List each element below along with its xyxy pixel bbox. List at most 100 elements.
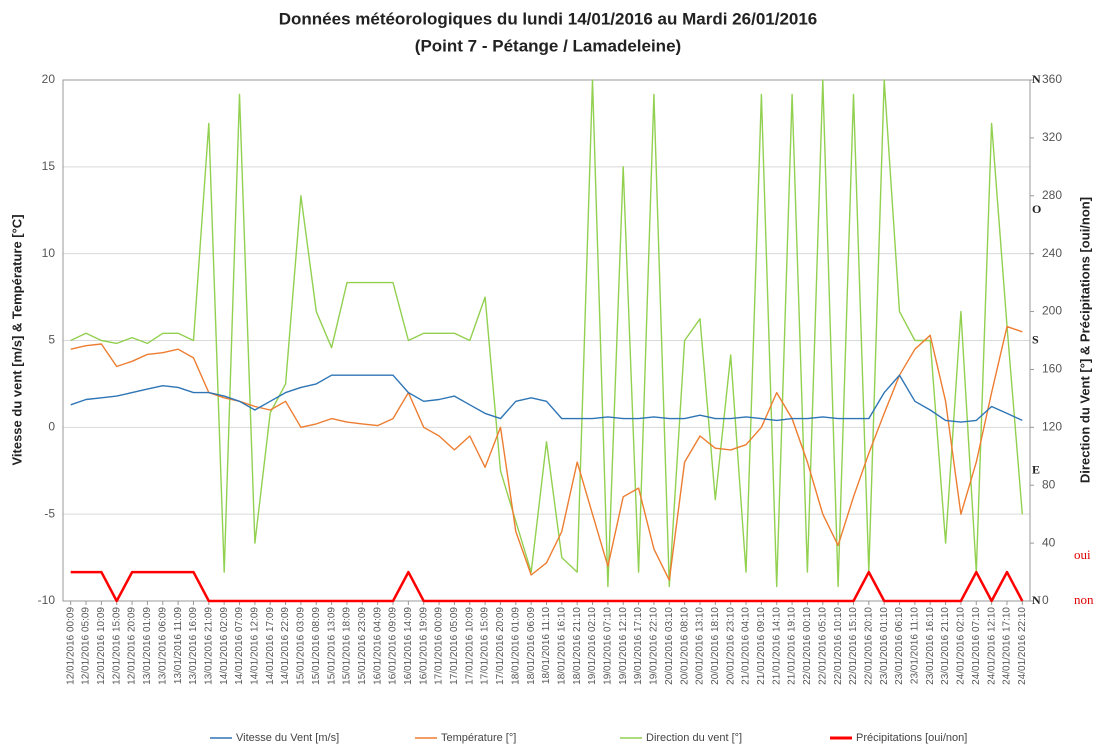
x-tick-label: 13/01/2016 11:09 <box>173 607 184 685</box>
legend-label: Température [°] <box>441 732 516 744</box>
compass-label: N <box>1032 72 1041 86</box>
x-tick-label: 17/01/2016 20:09 <box>495 607 506 685</box>
x-tick-label: 16/01/2016 04:09 <box>372 607 383 685</box>
x-tick-label: 20/01/2016 13:10 <box>695 607 706 685</box>
x-tick-label: 18/01/2016 21:10 <box>572 607 583 685</box>
legend-label: Direction du vent [°] <box>646 732 742 744</box>
y2-tick-label: 0 <box>1042 593 1049 607</box>
legend-label: Vitesse du Vent [m/s] <box>236 732 339 744</box>
x-tick-label: 13/01/2016 01:09 <box>142 607 153 685</box>
x-tick-label: 15/01/2016 03:09 <box>296 607 307 685</box>
x-tick-label: 18/01/2016 16:10 <box>556 607 567 685</box>
x-tick-label: 22/01/2016 10:10 <box>833 607 844 685</box>
x-tick-label: 14/01/2016 17:09 <box>265 607 276 685</box>
x-tick-label: 17/01/2016 15:09 <box>480 607 491 685</box>
y-tick-label: 5 <box>48 333 55 347</box>
x-tick-label: 23/01/2016 06:10 <box>894 607 905 685</box>
x-tick-label: 23/01/2016 21:10 <box>940 607 951 685</box>
compass-label: N <box>1032 593 1041 607</box>
series-line <box>70 325 1023 581</box>
y2-tick-label: 80 <box>1042 477 1056 491</box>
x-tick-label: 24/01/2016 02:10 <box>956 607 967 685</box>
y2-tick-label: 160 <box>1042 362 1062 376</box>
x-tick-label: 20/01/2016 08:10 <box>679 607 690 685</box>
x-tick-label: 16/01/2016 19:09 <box>418 607 429 685</box>
x-tick-label: 14/01/2016 22:09 <box>280 607 291 685</box>
x-tick-label: 23/01/2016 11:10 <box>910 607 921 685</box>
x-tick-label: 13/01/2016 16:09 <box>188 607 199 685</box>
y2-tick-label: 320 <box>1042 130 1062 144</box>
x-tick-label: 24/01/2016 17:10 <box>1002 607 1013 685</box>
y2-tick-label: 280 <box>1042 188 1062 202</box>
x-tick-label: 22/01/2016 00:10 <box>802 607 813 685</box>
x-tick-label: 24/01/2016 07:10 <box>971 607 982 685</box>
y2-axis-title: Direction du Vent [°] & Précipitations [… <box>1077 197 1092 483</box>
x-tick-label: 17/01/2016 05:09 <box>449 607 460 685</box>
y2-tick-label: 120 <box>1042 420 1062 434</box>
x-tick-label: 23/01/2016 16:10 <box>925 607 936 685</box>
y-tick-label: -10 <box>38 593 56 607</box>
x-tick-label: 19/01/2016 17:10 <box>633 607 644 685</box>
y-tick-label: -5 <box>44 506 55 520</box>
x-tick-label: 12/01/2016 15:09 <box>111 607 122 685</box>
x-tick-label: 15/01/2016 23:09 <box>357 607 368 685</box>
x-tick-label: 21/01/2016 14:10 <box>771 607 782 685</box>
x-tick-label: 24/01/2016 12:10 <box>986 607 997 685</box>
y3-tick-label: oui <box>1074 547 1091 562</box>
y-tick-label: 0 <box>48 420 55 434</box>
chart-title: Données météorologiques du lundi 14/01/2… <box>279 9 818 28</box>
x-tick-label: 22/01/2016 20:10 <box>863 607 874 685</box>
series-line <box>70 79 1023 588</box>
x-tick-label: 21/01/2016 04:10 <box>741 607 752 685</box>
x-tick-label: 14/01/2016 12:09 <box>250 607 261 685</box>
x-tick-label: 22/01/2016 15:10 <box>848 607 859 685</box>
x-tick-label: 12/01/2016 20:09 <box>127 607 138 685</box>
x-tick-label: 15/01/2016 13:09 <box>326 607 337 685</box>
chart-subtitle: (Point 7 - Pétange / Lamadeleine) <box>415 36 681 55</box>
y-axis-title: Vitesse du vent [m/s] & Température [°C] <box>9 214 24 465</box>
y2-tick-label: 240 <box>1042 246 1062 260</box>
x-tick-label: 13/01/2016 06:09 <box>157 607 168 685</box>
x-tick-label: 12/01/2016 05:09 <box>81 607 92 685</box>
x-tick-label: 14/01/2016 07:09 <box>234 607 245 685</box>
x-tick-label: 20/01/2016 03:10 <box>664 607 675 685</box>
x-tick-label: 19/01/2016 22:10 <box>649 607 660 685</box>
legend-label: Précipitations [oui/non] <box>856 732 967 744</box>
x-tick-label: 18/01/2016 06:09 <box>526 607 537 685</box>
x-tick-label: 18/01/2016 11:10 <box>541 607 552 685</box>
x-tick-label: 17/01/2016 10:09 <box>464 607 475 685</box>
x-tick-label: 15/01/2016 18:09 <box>342 607 353 685</box>
series-line <box>70 374 1023 423</box>
x-tick-label: 13/01/2016 21:09 <box>203 607 214 685</box>
y3-tick-label: non <box>1074 592 1094 607</box>
x-tick-label: 24/01/2016 22:10 <box>1017 607 1028 685</box>
y2-tick-label: 200 <box>1042 304 1062 318</box>
y2-tick-label: 40 <box>1042 535 1056 549</box>
compass-label: E <box>1032 463 1040 477</box>
y-tick-label: 20 <box>42 72 56 86</box>
x-tick-label: 22/01/2016 05:10 <box>817 607 828 685</box>
x-tick-label: 15/01/2016 08:09 <box>311 607 322 685</box>
x-tick-label: 19/01/2016 02:10 <box>587 607 598 685</box>
x-tick-label: 20/01/2016 23:10 <box>725 607 736 685</box>
x-tick-label: 16/01/2016 09:09 <box>388 607 399 685</box>
y-tick-label: 10 <box>42 246 56 260</box>
x-tick-label: 21/01/2016 09:10 <box>756 607 767 685</box>
x-tick-label: 16/01/2016 14:09 <box>403 607 414 685</box>
x-tick-label: 23/01/2016 01:10 <box>879 607 890 685</box>
x-tick-label: 17/01/2016 00:09 <box>434 607 445 685</box>
x-tick-label: 19/01/2016 12:10 <box>618 607 629 685</box>
x-tick-label: 14/01/2016 02:09 <box>219 607 230 685</box>
compass-label: S <box>1032 332 1039 346</box>
x-tick-label: 18/01/2016 01:09 <box>510 607 521 685</box>
x-tick-label: 12/01/2016 00:09 <box>65 607 76 685</box>
compass-label: O <box>1032 202 1041 216</box>
x-tick-label: 20/01/2016 18:10 <box>710 607 721 685</box>
series-line <box>70 570 1024 603</box>
x-tick-label: 12/01/2016 10:09 <box>96 607 107 685</box>
x-tick-label: 19/01/2016 07:10 <box>603 607 614 685</box>
y-tick-label: 15 <box>42 159 56 173</box>
x-tick-label: 21/01/2016 19:10 <box>787 607 798 685</box>
y2-tick-label: 360 <box>1042 72 1062 86</box>
